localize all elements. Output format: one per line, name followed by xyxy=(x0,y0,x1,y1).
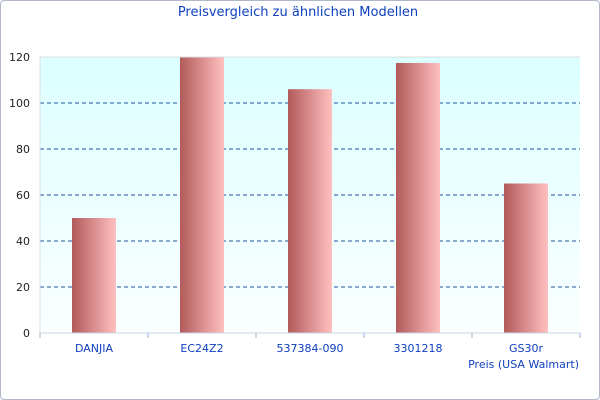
bar-3301218 xyxy=(396,62,440,333)
y-tick-label: 100 xyxy=(9,97,30,110)
x-tick-label: EC24Z2 xyxy=(180,342,223,355)
bar-EC24Z2 xyxy=(180,57,224,333)
y-tick-label: 80 xyxy=(16,143,30,156)
x-axis-label: Preis (USA Walmart) xyxy=(468,358,579,371)
x-tick-label: GS30r xyxy=(509,342,544,355)
bar-537384-090 xyxy=(288,89,332,333)
y-tick-label: 0 xyxy=(23,327,30,340)
y-tick-label: 40 xyxy=(16,235,30,248)
x-tick-label: DANJIA xyxy=(75,342,114,355)
y-tick-label: 120 xyxy=(9,51,30,64)
bar-GS30r xyxy=(504,183,548,333)
chart-title: Preisvergleich zu ähnlichen Modellen xyxy=(178,5,418,20)
x-tick-label: 3301218 xyxy=(394,342,443,355)
y-tick-label: 20 xyxy=(16,281,30,294)
y-tick-label: 60 xyxy=(16,189,30,202)
bar-DANJIA xyxy=(72,218,116,333)
x-tick-label: 537384-090 xyxy=(277,342,344,355)
